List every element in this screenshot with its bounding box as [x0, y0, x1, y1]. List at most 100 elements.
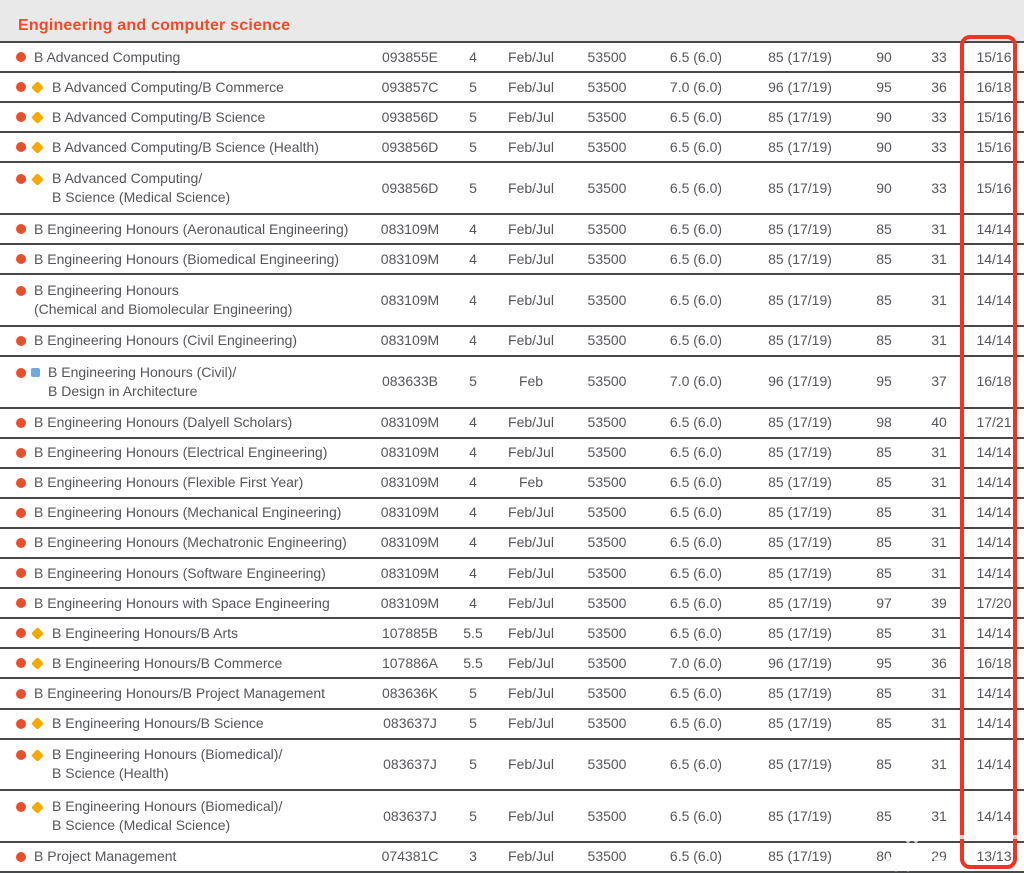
- program-name-lines: B Engineering Honours (Mechanical Engine…: [34, 503, 341, 522]
- diamond-marker-icon: [31, 626, 44, 640]
- highlighted-rank-value: 13/13: [976, 848, 1012, 865]
- toefl-score: 85 (17/19): [768, 807, 832, 824]
- program-name-cell: B Advanced Computing/ B Science (Medical…: [0, 169, 370, 207]
- program-name: B Engineering Honours/B Commerce: [52, 654, 283, 671]
- program-name: B Engineering Honours (Civil Engineering…: [34, 332, 298, 349]
- ib-score: 33: [931, 179, 947, 196]
- table-row: B Engineering Honours (Flexible First Ye…: [0, 466, 1024, 497]
- cricos-code: 083109M: [380, 414, 440, 431]
- highlighted-rank-value: 14/14: [976, 504, 1012, 521]
- program-name-cell: B Engineering Honours (Mechanical Engine…: [0, 503, 370, 522]
- program-name-lines: B Engineering Honours (Flexible First Ye…: [34, 473, 303, 492]
- atar-score: 85: [876, 534, 892, 551]
- program-name-line2: B Science (Health): [52, 765, 169, 782]
- duration-years: 4: [469, 444, 477, 461]
- intake-months: Feb/Jul: [508, 654, 554, 671]
- row-markers: [16, 141, 44, 154]
- circle-marker-icon: [16, 254, 26, 265]
- duration-years: 4: [469, 414, 477, 431]
- program-name-lines: B Advanced Computing/ B Science (Medical…: [52, 169, 230, 207]
- program-name: B Engineering Honours (Biomedical)/: [52, 746, 283, 763]
- ib-score: 33: [931, 48, 947, 65]
- program-name-lines: B Engineering Honours with Space Enginee…: [34, 594, 330, 613]
- atar-score: 85: [876, 474, 892, 491]
- toefl-score: 85 (17/19): [768, 250, 832, 267]
- program-name-lines: B Engineering Honours (Chemical and Biom…: [34, 281, 292, 319]
- circle-marker-icon: [16, 447, 26, 458]
- program-name-cell: B Engineering Honours/B Arts: [0, 624, 370, 643]
- program-name-cell: B Engineering Honours with Space Enginee…: [0, 594, 370, 613]
- circle-marker-icon: [16, 658, 26, 669]
- cricos-code: 083109M: [380, 594, 440, 611]
- ib-score: 36: [931, 78, 947, 95]
- intake-months: Feb/Jul: [508, 414, 554, 431]
- annual-fee: 53500: [587, 624, 627, 641]
- program-name-cell: B Engineering Honours (Biomedical)/ B Sc…: [0, 797, 370, 835]
- toefl-score: 85 (17/19): [768, 332, 832, 349]
- program-name-lines: B Advanced Computing: [34, 48, 180, 67]
- atar-score: 85: [876, 624, 892, 641]
- table-row: B Advanced Computing 093855E 4 Feb/Jul 5…: [0, 41, 1024, 72]
- row-markers: [16, 281, 26, 297]
- program-name-lines: B Engineering Honours/B Science: [52, 714, 264, 733]
- toefl-score: 85 (17/19): [768, 291, 832, 308]
- program-name-cell: B Engineering Honours (Software Engineer…: [0, 564, 370, 583]
- highlighted-rank-value: 14/14: [976, 685, 1012, 702]
- table-row: B Engineering Honours (Dalyell Scholars)…: [0, 406, 1024, 437]
- table-row: B Engineering Honours with Space Enginee…: [0, 587, 1024, 618]
- intake-months: Feb/Jul: [508, 108, 554, 125]
- toefl-score: 85 (17/19): [768, 685, 832, 702]
- table-row: B Engineering Honours/B Science 083637J …: [0, 707, 1024, 738]
- duration-years: 5: [469, 715, 477, 732]
- section-header-band: Engineering and computer science: [0, 0, 1024, 41]
- program-name-lines: B Engineering Honours (Biomedical)/ B Sc…: [52, 745, 282, 783]
- program-name-lines: B Advanced Computing/B Commerce: [52, 78, 284, 97]
- program-name-cell: B Engineering Honours (Mechatronic Engin…: [0, 533, 370, 552]
- circle-marker-icon: [16, 112, 26, 123]
- cricos-code: 083637J: [383, 715, 437, 732]
- row-markers: [16, 688, 26, 699]
- circle-marker-icon: [16, 851, 26, 862]
- annual-fee: 53500: [587, 414, 627, 431]
- atar-score: 85: [876, 504, 892, 521]
- program-name-lines: B Engineering Honours (Biomedical Engine…: [34, 250, 339, 269]
- atar-score: 90: [876, 108, 892, 125]
- table-row: B Engineering Honours (Software Engineer…: [0, 557, 1024, 588]
- cricos-code: 083109M: [380, 534, 440, 551]
- atar-score: 85: [876, 685, 892, 702]
- toefl-score: 85 (17/19): [768, 474, 832, 491]
- program-name-cell: B Project Management: [0, 847, 370, 866]
- ielts-score: 6.5 (6.0): [669, 685, 723, 702]
- ib-score: 31: [931, 624, 947, 641]
- annual-fee: 53500: [587, 807, 627, 824]
- row-markers: [16, 598, 26, 609]
- row-markers: [16, 169, 44, 186]
- highlighted-rank-value: 14/14: [976, 755, 1012, 772]
- diamond-marker-icon: [31, 657, 44, 670]
- program-name-cell: B Advanced Computing/B Science (Health): [0, 138, 370, 157]
- ielts-score: 6.5 (6.0): [669, 220, 723, 237]
- circle-marker-icon: [16, 718, 26, 729]
- cricos-code: 107886A: [381, 654, 439, 671]
- row-markers: [16, 745, 44, 762]
- row-markers: [16, 507, 26, 518]
- program-name: B Engineering Honours/B Arts: [52, 624, 238, 641]
- highlighted-rank-value: 17/20: [976, 594, 1012, 611]
- row-markers: [16, 851, 26, 862]
- ib-score: 31: [931, 534, 947, 551]
- duration-years: 5: [469, 755, 477, 772]
- annual-fee: 53500: [587, 654, 627, 671]
- program-name-lines: B Engineering Honours/B Project Manageme…: [34, 684, 325, 703]
- intake-months: Feb/Jul: [508, 332, 554, 349]
- program-name-cell: B Engineering Honours/B Science: [0, 714, 370, 733]
- cricos-code: 093857C: [381, 78, 439, 95]
- program-name-cell: B Engineering Honours (Civil Engineering…: [0, 331, 370, 350]
- program-name-lines: B Engineering Honours (Biomedical)/ B Sc…: [52, 797, 282, 835]
- duration-years: 5: [469, 373, 477, 390]
- program-name-lines: B Engineering Honours/B Commerce: [52, 654, 282, 673]
- toefl-score: 85 (17/19): [768, 220, 832, 237]
- ib-score: 31: [931, 332, 947, 349]
- duration-years: 4: [469, 220, 477, 237]
- cricos-code: 093856D: [381, 108, 439, 125]
